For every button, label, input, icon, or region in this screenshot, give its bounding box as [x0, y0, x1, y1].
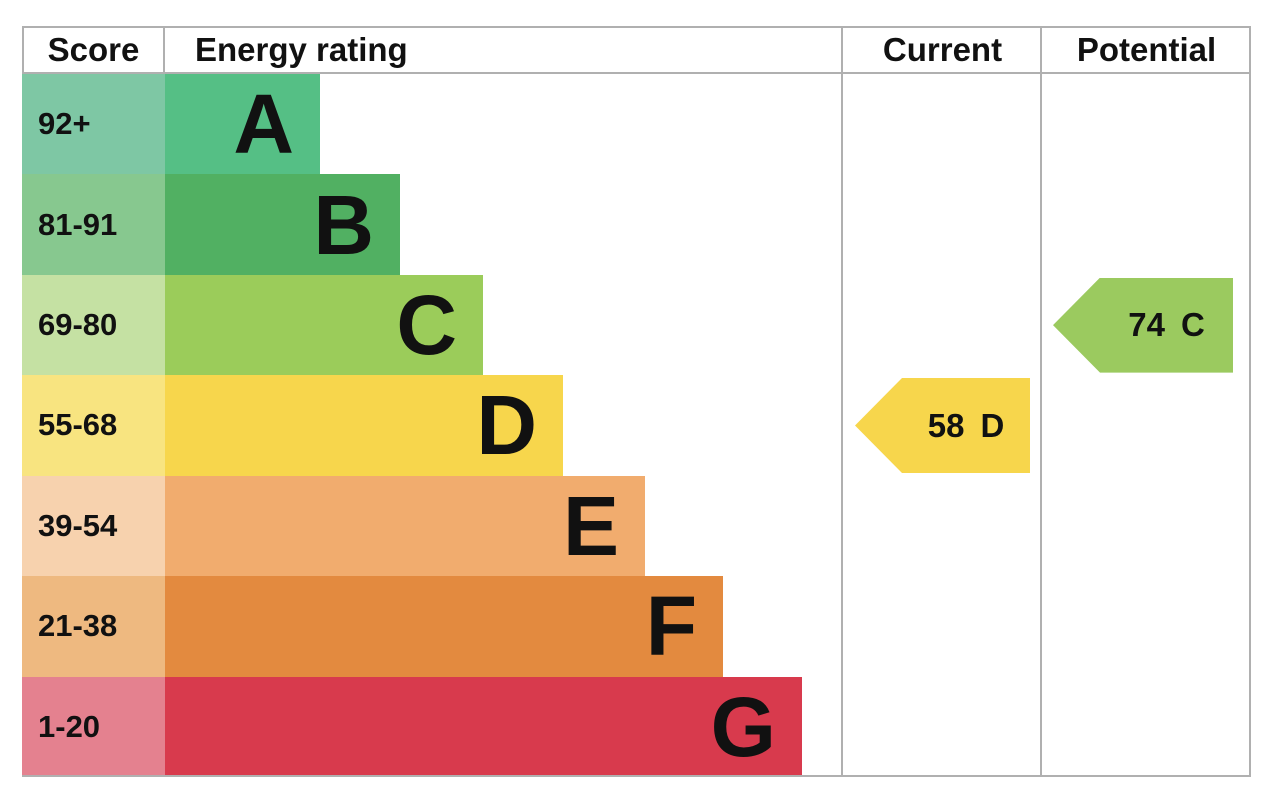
grade-bar-b: B: [165, 174, 400, 275]
score-column-divider: [163, 26, 165, 74]
potential-rating-grade: C: [1180, 306, 1205, 344]
rating-bands: 92+ A 81-91 B 69-80 C 55-68 D 39-54 E 21-38 F 1-20 G: [22, 74, 1251, 777]
header-potential: Potential: [1076, 31, 1217, 68]
current-rating-grade: D: [980, 406, 1005, 444]
current-column-divider: [841, 26, 843, 777]
table-bottom-border: [22, 775, 1251, 777]
header-bottom-border: [22, 72, 1251, 74]
score-range-d: 55-68: [22, 375, 165, 476]
band-row-a: 92+ A: [22, 74, 1251, 175]
score-range-g: 1-20: [22, 676, 165, 777]
grade-bar-d: D: [165, 375, 563, 476]
score-range-f: 21-38: [22, 576, 165, 677]
grade-bar-a: A: [165, 74, 320, 175]
table-right-border: [1249, 26, 1251, 777]
epc-table: Score Energy rating Current Potential 92…: [22, 26, 1251, 777]
potential-rating-value: 74: [1128, 306, 1165, 344]
score-range-a: 92+: [22, 74, 165, 175]
header-left-border: [22, 26, 24, 74]
table-header: Score Energy rating Current Potential: [22, 26, 1251, 74]
score-range-c: 69-80: [22, 274, 165, 376]
band-row-d: 55-68 D: [22, 375, 1251, 476]
potential-column-divider: [1040, 26, 1042, 777]
band-row-b: 81-91 B: [22, 174, 1251, 275]
current-rating-value: 58: [927, 406, 965, 444]
header-current: Current: [882, 31, 1003, 68]
header-energy-rating: Energy rating: [195, 31, 408, 68]
band-row-g: 1-20 G: [22, 676, 1251, 777]
header-score: Score: [47, 31, 140, 68]
grade-bar-f: F: [165, 576, 723, 677]
grade-bar-c: C: [165, 274, 483, 376]
table-top-border: [22, 26, 1251, 28]
grade-bar-e: E: [165, 475, 645, 577]
grade-bar-g: G: [165, 676, 802, 777]
band-row-e: 39-54 E: [22, 475, 1251, 577]
band-row-f: 21-38 F: [22, 576, 1251, 677]
score-range-b: 81-91: [22, 174, 165, 275]
band-row-c: 69-80 C: [22, 274, 1251, 376]
score-range-e: 39-54: [22, 475, 165, 577]
